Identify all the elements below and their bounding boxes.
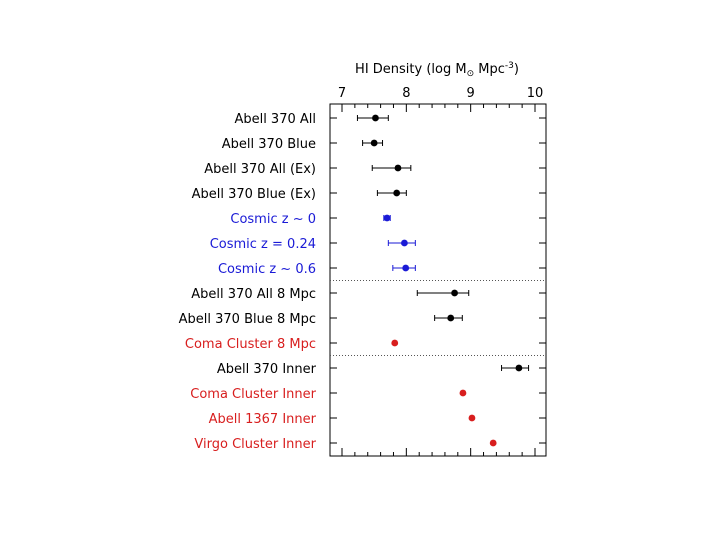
data-point [401, 239, 408, 247]
row-label: Abell 370 All 8 Mpc [191, 287, 316, 302]
x-tick-label: 8 [402, 86, 410, 101]
row-label: Coma Cluster Inner [190, 387, 316, 402]
row-label: Abell 370 Blue (Ex) [192, 187, 316, 202]
data-point [459, 389, 467, 397]
row-label: Abell 1367 Inner [209, 412, 317, 427]
row-label: Coma Cluster 8 Mpc [185, 337, 316, 352]
data-point [383, 214, 391, 222]
row-label: Cosmic z ~ 0 [230, 212, 316, 227]
data-point [402, 264, 410, 272]
data-point [515, 364, 523, 372]
data-point [468, 414, 476, 422]
row-label: Abell 370 All [234, 112, 316, 127]
row-label: Abell 370 Inner [217, 362, 317, 377]
data-point [370, 139, 378, 147]
data-point [451, 289, 458, 297]
row-label: Abell 370 All (Ex) [204, 162, 316, 177]
row-label: Cosmic z ~ 0.6 [218, 262, 316, 277]
row-label: Abell 370 Blue [222, 137, 316, 152]
data-point [394, 164, 402, 172]
x-tick-label: 10 [527, 86, 544, 101]
row-label: Cosmic z = 0.24 [210, 237, 316, 252]
row-label: Virgo Cluster Inner [194, 437, 316, 452]
data-point [372, 114, 379, 122]
data-point [447, 314, 455, 322]
x-tick-label: 9 [467, 86, 475, 101]
data-point [393, 189, 401, 197]
x-tick-label: 7 [338, 86, 346, 101]
x-axis-title: HI Density (log M⊙ Mpc-3) [355, 61, 519, 79]
row-label: Abell 370 Blue 8 Mpc [179, 312, 316, 327]
data-point [391, 339, 399, 347]
data-point [489, 439, 497, 447]
